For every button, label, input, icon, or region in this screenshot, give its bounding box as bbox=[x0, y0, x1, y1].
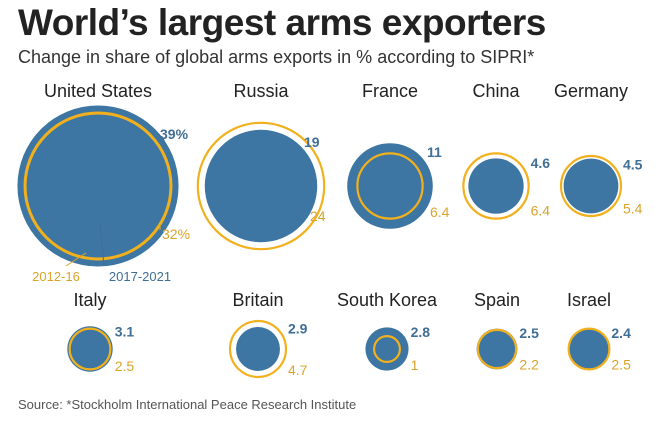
value-2017-2021-russia: 19 bbox=[304, 134, 320, 150]
ring-2012-16-south-korea bbox=[373, 335, 402, 364]
bubble-2017-2021-israel bbox=[569, 329, 609, 369]
value-2012-16-germany: 5.4 bbox=[623, 201, 643, 217]
country-label-china: China bbox=[472, 81, 520, 101]
value-2012-16-france: 6.4 bbox=[430, 204, 450, 220]
value-2012-16-south-korea: 1 bbox=[411, 357, 419, 373]
ring-2012-16-italy bbox=[68, 327, 112, 371]
country-label-israel: Israel bbox=[567, 290, 611, 310]
ring-2012-16-china bbox=[462, 152, 530, 220]
bubble-2017-2021-britain bbox=[236, 327, 280, 371]
leader-2017-2021-united-states bbox=[157, 133, 165, 141]
country-label-britain: Britain bbox=[232, 290, 283, 310]
value-2017-2021-israel: 2.4 bbox=[611, 325, 631, 341]
source-note: Source: *Stockholm International Peace R… bbox=[18, 397, 357, 412]
bubble-2017-2021-italy bbox=[67, 326, 113, 372]
bubble-2017-2021-germany bbox=[563, 158, 619, 214]
bubble-2017-2021-russia bbox=[204, 129, 318, 243]
chart-title: World’s largest arms exporters bbox=[18, 2, 546, 43]
country-label-germany: Germany bbox=[554, 81, 628, 101]
value-2012-16-russia: 24 bbox=[310, 208, 326, 224]
ring-2012-16-france bbox=[356, 152, 424, 220]
legend-leader-2012-16 bbox=[65, 252, 87, 267]
bubble-2017-2021-china bbox=[468, 158, 524, 214]
bubble-2017-2021-spain bbox=[476, 328, 518, 370]
value-2012-16-united-states: 32% bbox=[162, 226, 190, 242]
value-2012-16-china: 6.4 bbox=[531, 203, 551, 219]
value-2017-2021-france: 11 bbox=[427, 144, 442, 160]
value-2017-2021-spain: 2.5 bbox=[519, 325, 539, 341]
chart-subtitle: Change in share of global arms exports i… bbox=[18, 47, 535, 67]
ring-2012-16-britain bbox=[228, 319, 288, 379]
ring-2012-16-united-states bbox=[23, 111, 173, 261]
value-2012-16-spain: 2.2 bbox=[519, 356, 539, 372]
ring-2012-16-germany bbox=[559, 154, 623, 218]
value-2017-2021-united-states: 39% bbox=[160, 126, 189, 142]
country-label-spain: Spain bbox=[474, 290, 520, 310]
value-2017-2021-south-korea: 2.8 bbox=[411, 324, 431, 340]
ring-2012-16-spain bbox=[476, 328, 518, 370]
ring-2012-16-israel bbox=[567, 327, 611, 371]
value-2012-16-italy: 2.5 bbox=[115, 358, 135, 374]
value-2017-2021-italy: 3.1 bbox=[115, 324, 135, 340]
legend-2012-16: 2012-16 bbox=[32, 269, 80, 284]
legend-leader-2017-2021 bbox=[99, 223, 105, 267]
country-label-russia: Russia bbox=[233, 81, 289, 101]
legend-2017-2021: 2017-2021 bbox=[109, 269, 171, 284]
country-label-united-states: United States bbox=[44, 81, 152, 101]
ring-2012-16-russia bbox=[196, 121, 326, 251]
bubble-2017-2021-south-korea bbox=[365, 327, 409, 371]
country-label-south-korea: South Korea bbox=[337, 290, 438, 310]
value-2017-2021-britain: 2.9 bbox=[288, 321, 308, 337]
value-2012-16-israel: 2.5 bbox=[611, 356, 631, 372]
bubble-2017-2021-united-states bbox=[17, 105, 179, 267]
bubble-2017-2021-france bbox=[347, 143, 433, 229]
value-2017-2021-china: 4.6 bbox=[531, 155, 551, 171]
value-2017-2021-germany: 4.5 bbox=[623, 157, 643, 173]
country-label-italy: Italy bbox=[73, 290, 106, 310]
value-2012-16-britain: 4.7 bbox=[288, 362, 308, 378]
country-label-france: France bbox=[362, 81, 418, 101]
